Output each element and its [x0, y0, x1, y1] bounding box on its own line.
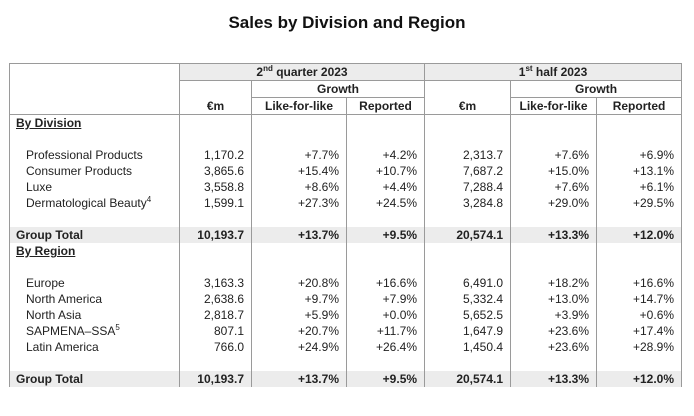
header-q2-reported: Reported — [345, 97, 425, 115]
header-h1-growth: Growth — [510, 80, 683, 98]
table-row: Professional Products 1,170.2 +7.7% +4.2… — [9, 147, 683, 163]
section-label-region: By Region — [16, 244, 76, 258]
table-row: Dermatological Beauty4 1,599.1 +27.3% +2… — [9, 195, 683, 211]
header-row-growth: Growth Growth — [9, 80, 683, 98]
header-q2: 2nd quarter 2023 — [178, 63, 425, 81]
group-total-row: Group Total 10,193.7 +13.7% +9.5% 20,574… — [9, 227, 683, 243]
header-h1: 1st half 2023 — [424, 63, 683, 81]
section-header-region: By Region — [9, 243, 683, 259]
table-row: Europe 3,163.3 +20.8% +16.6% 6,491.0 +18… — [9, 275, 683, 291]
section-header-division: By Division — [9, 114, 683, 131]
header-h1-eur: €m — [424, 97, 511, 115]
section-label-division: By Division — [16, 116, 82, 130]
header-q2-lfl: Like-for-like — [251, 97, 347, 115]
header-blank — [9, 63, 180, 81]
table-row: SAPMENA–SSA5 807.1 +20.7% +11.7% 1,647.9… — [9, 323, 683, 339]
table-row: North America 2,638.6 +9.7% +7.9% 5,332.… — [9, 291, 683, 307]
sales-table: 2nd quarter 2023 1st half 2023 Growth Gr… — [9, 63, 683, 387]
header-row-columns: €m Like-for-like Reported €m Like-for-li… — [9, 97, 683, 115]
header-row-period: 2nd quarter 2023 1st half 2023 — [9, 63, 683, 81]
header-q2-growth: Growth — [250, 80, 425, 98]
table-row: North Asia 2,818.7 +5.9% +0.0% 5,652.5 +… — [9, 307, 683, 323]
table-row: Luxe 3,558.8 +8.6% +4.4% 7,288.4 +7.6% +… — [9, 179, 683, 195]
table-row: Consumer Products 3,865.6 +15.4% +10.7% … — [9, 163, 683, 179]
table-row: Latin America 766.0 +24.9% +26.4% 1,450.… — [9, 339, 683, 355]
header-q2-eur: €m — [179, 97, 252, 115]
group-total-row: Group Total 10,193.7 +13.7% +9.5% 20,574… — [9, 371, 683, 387]
header-h1-reported: Reported — [596, 97, 683, 115]
page-title: Sales by Division and Region — [228, 13, 466, 32]
header-h1-lfl: Like-for-like — [510, 97, 597, 115]
